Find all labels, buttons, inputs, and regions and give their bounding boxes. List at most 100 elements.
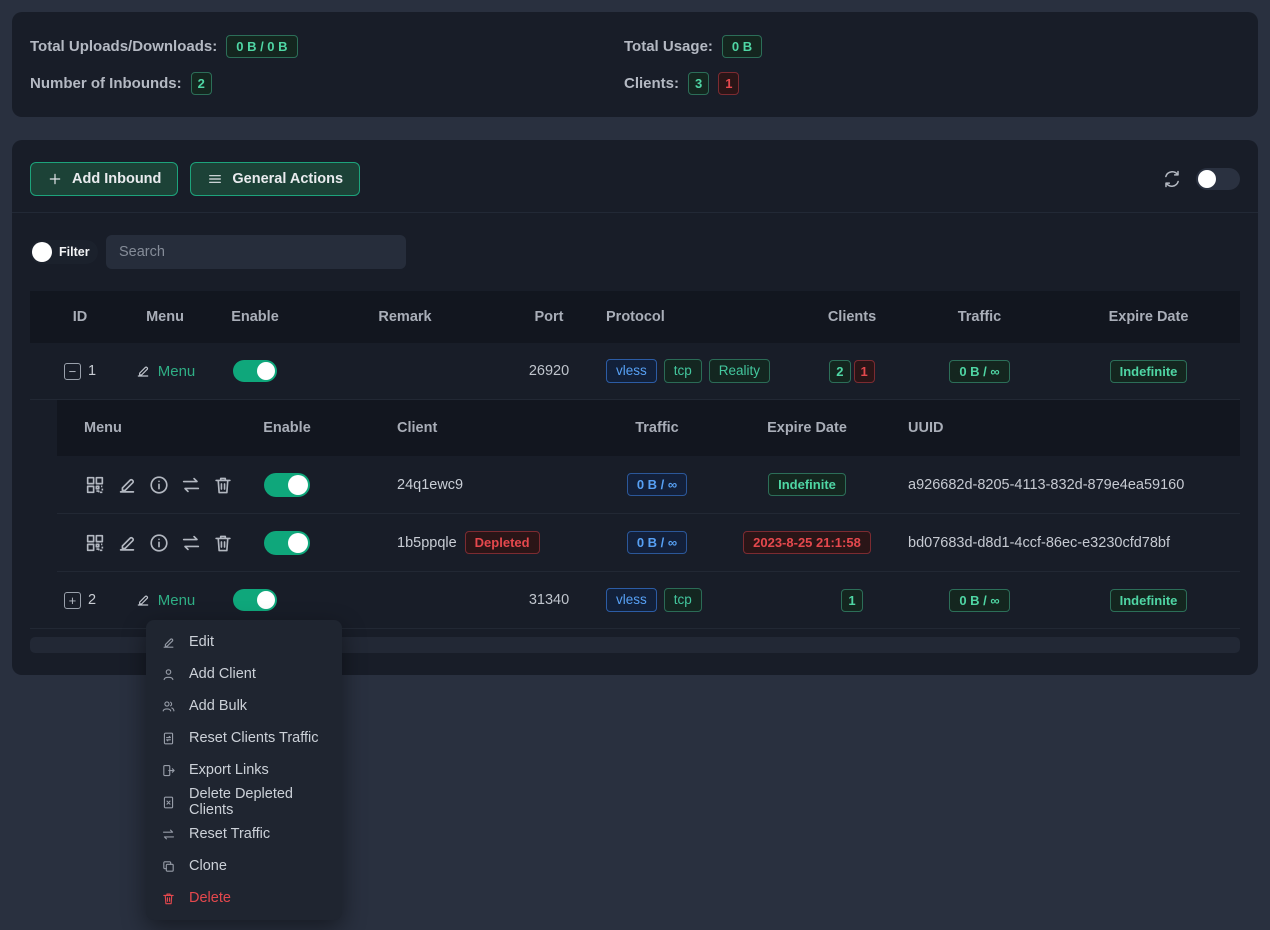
- number-of-inbounds-label: Number of Inbounds:: [30, 74, 182, 92]
- cell-menu: Menu: [130, 363, 200, 380]
- menu-item-label: Edit: [189, 634, 214, 650]
- reset-traffic-icon[interactable]: [180, 532, 202, 554]
- header-menu: Menu: [146, 309, 184, 325]
- edit-client-icon[interactable]: [116, 532, 138, 554]
- cell-expire-date: Indefinite: [737, 473, 877, 496]
- add-client-icon: [163, 668, 174, 680]
- client-name: 1b5ppqle: [397, 534, 457, 551]
- cell-enable: [200, 360, 310, 382]
- clients-active-count: 3: [688, 71, 710, 95]
- number-of-inbounds-row: Number of Inbounds: 2: [30, 69, 624, 97]
- toggle-knob: [1198, 170, 1216, 188]
- inbound-id: 1: [87, 363, 97, 379]
- header-enable: Enable: [263, 420, 311, 436]
- cell-expire-date: Indefinite: [1057, 588, 1240, 612]
- cell-traffic: 0 B / ∞: [902, 588, 1057, 612]
- header-client: Client: [397, 420, 438, 436]
- cell-port: 31340: [528, 592, 570, 608]
- reset-traffic-icon[interactable]: [180, 474, 202, 496]
- refresh-icon[interactable]: [1162, 169, 1182, 189]
- menu-item-label: Reset Traffic: [189, 826, 271, 842]
- expand-row-button[interactable]: +: [63, 591, 81, 609]
- edit-icon: [137, 366, 149, 377]
- cell-expire-date: Indefinite: [1057, 359, 1240, 383]
- collapse-row-button[interactable]: −: [63, 362, 81, 380]
- info-icon[interactable]: [148, 532, 170, 554]
- header-id: ID: [72, 309, 88, 325]
- cell-client-actions: [57, 474, 237, 496]
- client-enable-toggle[interactable]: [264, 472, 310, 497]
- auto-refresh-toggle[interactable]: [1196, 168, 1240, 190]
- general-actions-label: General Actions: [232, 171, 344, 187]
- info-icon[interactable]: [148, 474, 170, 496]
- header-menu: Menu: [84, 420, 122, 436]
- cell-clients: 2 1: [802, 359, 902, 383]
- header-clients: Clients: [827, 309, 877, 325]
- traffic-badge: 0 B / ∞: [949, 588, 1010, 612]
- filter-toggle[interactable]: Filter: [30, 240, 98, 264]
- cell-traffic: 0 B / ∞: [902, 359, 1057, 383]
- delete-client-icon[interactable]: [212, 532, 234, 554]
- cell-id: + 2: [30, 591, 130, 609]
- header-traffic: Traffic: [957, 309, 1002, 325]
- cell-client-actions: [57, 532, 237, 554]
- qrcode-icon[interactable]: [84, 532, 106, 554]
- menu-item-clone[interactable]: Clone: [146, 850, 342, 882]
- row-menu-button[interactable]: Menu: [135, 362, 196, 380]
- header-uuid: UUID: [908, 420, 944, 436]
- inbounds-panel: Add Inbound General Actions Filter ID Me…: [12, 140, 1258, 675]
- number-of-inbounds-value: 2: [190, 71, 212, 95]
- menu-bars-icon: [209, 175, 222, 183]
- header-traffic: Traffic: [635, 420, 679, 436]
- menu-item-add-client[interactable]: Add Client: [146, 658, 342, 690]
- cell-expire-date: 2023-8-25 21:1:58: [737, 531, 877, 554]
- client-traffic-badge: 0 B / ∞: [626, 473, 688, 496]
- row-menu-label: Menu: [157, 362, 196, 380]
- clone-icon: [163, 860, 174, 872]
- menu-item-label: Add Client: [189, 666, 256, 682]
- reset-traffic-icon: [162, 829, 175, 839]
- cell-client-name: 24q1ewc9: [397, 476, 464, 493]
- menu-item-delete-depleted-clients[interactable]: Delete Depleted Clients: [146, 786, 342, 818]
- inbound-enable-toggle[interactable]: [233, 360, 277, 382]
- expire-badge: Indefinite: [1109, 359, 1188, 383]
- toggle-knob: [288, 474, 308, 495]
- header-remark: Remark: [378, 309, 432, 325]
- stats-card: Total Uploads/Downloads: 0 B / 0 B Numbe…: [12, 12, 1258, 117]
- clients-count-row: Clients: 3 1: [624, 69, 762, 97]
- inbound-enable-toggle[interactable]: [233, 589, 277, 611]
- total-uploads-downloads-row: Total Uploads/Downloads: 0 B / 0 B: [30, 32, 624, 60]
- menu-item-export-links[interactable]: Export Links: [146, 754, 342, 786]
- header-enable: Enable: [231, 309, 279, 325]
- add-inbound-button[interactable]: Add Inbound: [30, 162, 179, 196]
- cell-traffic: 0 B / ∞: [577, 473, 737, 496]
- menu-item-reset-traffic[interactable]: Reset Traffic: [146, 818, 342, 850]
- menu-item-delete[interactable]: Delete: [146, 882, 342, 914]
- depleted-badge: Depleted: [464, 531, 540, 554]
- menu-item-label: Delete Depleted Clients: [189, 786, 293, 818]
- protocol-tag-reality: Reality: [708, 359, 771, 383]
- clients-table-header: Menu Enable Client Traffic Expire Date U…: [57, 400, 1240, 456]
- client-expire-badge: Indefinite: [768, 473, 846, 496]
- menu-item-add-bulk[interactable]: Add Bulk: [146, 690, 342, 722]
- menu-item-reset-clients-traffic[interactable]: Reset Clients Traffic: [146, 722, 342, 754]
- row-menu-button[interactable]: Menu: [135, 592, 195, 609]
- edit-icon: [137, 595, 149, 606]
- traffic-badge: 0 B / ∞: [949, 359, 1010, 383]
- clients-label: Clients:: [624, 74, 680, 92]
- cell-client-name: 1b5ppqle Depleted: [337, 531, 577, 554]
- menu-item-label: Export Links: [189, 762, 269, 778]
- toolbar-right: [1162, 168, 1240, 190]
- header-port: Port: [534, 309, 564, 325]
- delete-client-icon[interactable]: [212, 474, 234, 496]
- qrcode-icon[interactable]: [84, 474, 106, 496]
- client-enable-toggle[interactable]: [264, 530, 310, 555]
- delete-depleted-clients-icon: [163, 796, 174, 808]
- search-input[interactable]: [106, 235, 406, 269]
- inbound-row-2: + 2 Menu 31340 vless tcp 1 0: [30, 572, 1240, 629]
- cell-menu: Menu: [130, 592, 200, 609]
- client-expire-badge: 2023-8-25 21:1:58: [743, 531, 871, 554]
- edit-client-icon[interactable]: [116, 474, 138, 496]
- menu-item-edit[interactable]: Edit: [146, 626, 342, 658]
- general-actions-button[interactable]: General Actions: [190, 162, 361, 196]
